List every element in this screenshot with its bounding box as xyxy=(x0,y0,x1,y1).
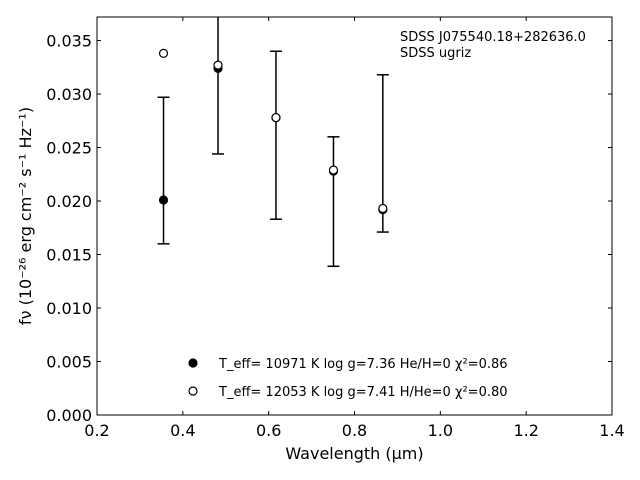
plot-frame xyxy=(96,16,613,416)
y-tick-label: 0.005 xyxy=(46,353,92,372)
x-tick-label: 1.0 xyxy=(428,421,453,440)
open-point xyxy=(328,165,339,175)
y-axis-label: fν (10⁻²⁶ erg cm⁻² s⁻¹ Hz⁻¹) xyxy=(16,107,35,325)
annotation-line: SDSS ugriz xyxy=(400,46,471,61)
open-point xyxy=(378,203,388,214)
open-point xyxy=(213,60,223,70)
y-tick-label: 0.010 xyxy=(46,299,92,318)
annotation-line: SDSS J075540.18+282636.0 xyxy=(400,30,586,45)
y-tick-label: 0.030 xyxy=(46,85,92,104)
x-tick-label: 0.6 xyxy=(256,421,281,440)
filled-point xyxy=(158,195,169,205)
y-tick-label: 0.000 xyxy=(46,406,92,425)
y-tick-label: 0.035 xyxy=(46,32,92,51)
x-tick-label: 0.4 xyxy=(170,421,195,440)
open-point xyxy=(271,112,281,123)
y-tick-label: 0.025 xyxy=(46,139,92,158)
legend-label: T_eff= 12053 K log g=7.41 H/He=0 χ²=0.80 xyxy=(218,385,508,400)
x-tick-label: 1.2 xyxy=(513,421,538,440)
x-tick-label: 1.4 xyxy=(599,421,624,440)
legend-marker xyxy=(188,386,198,396)
y-tick-label: 0.015 xyxy=(46,246,92,265)
x-tick-label: 0.2 xyxy=(84,421,109,440)
open-point xyxy=(158,48,169,58)
x-tick-label: 0.8 xyxy=(342,421,367,440)
legend-label: T_eff= 10971 K log g=7.36 He/H=0 χ²=0.86 xyxy=(218,357,508,372)
legend-marker xyxy=(188,358,198,368)
x-axis-label: Wavelength (μm) xyxy=(285,444,423,463)
y-tick-label: 0.020 xyxy=(46,192,92,211)
